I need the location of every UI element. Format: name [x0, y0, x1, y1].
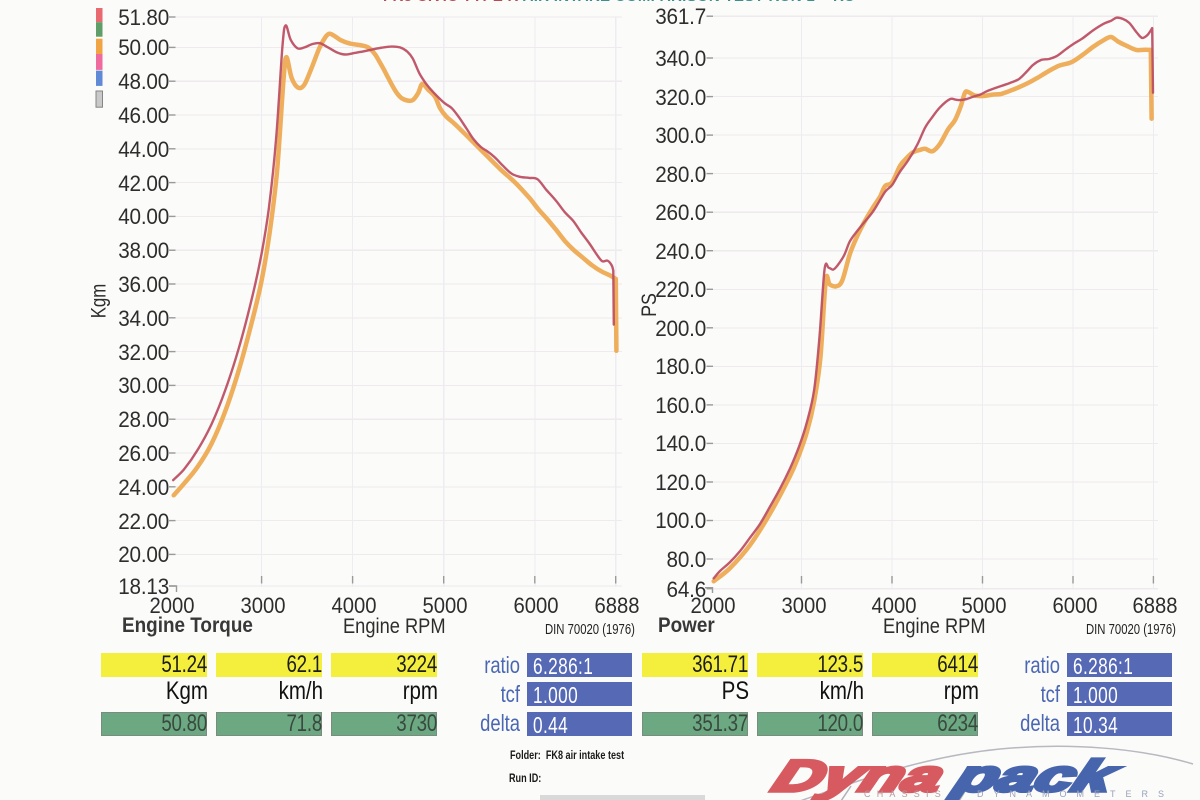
svg-text:CHASSIS: CHASSIS	[864, 789, 947, 799]
svg-text:pack: pack	[946, 752, 1127, 800]
svg-text:DYNAMOMETERS: DYNAMOMETERS	[977, 789, 1174, 799]
svg-text:Dyna: Dyna	[766, 752, 952, 800]
